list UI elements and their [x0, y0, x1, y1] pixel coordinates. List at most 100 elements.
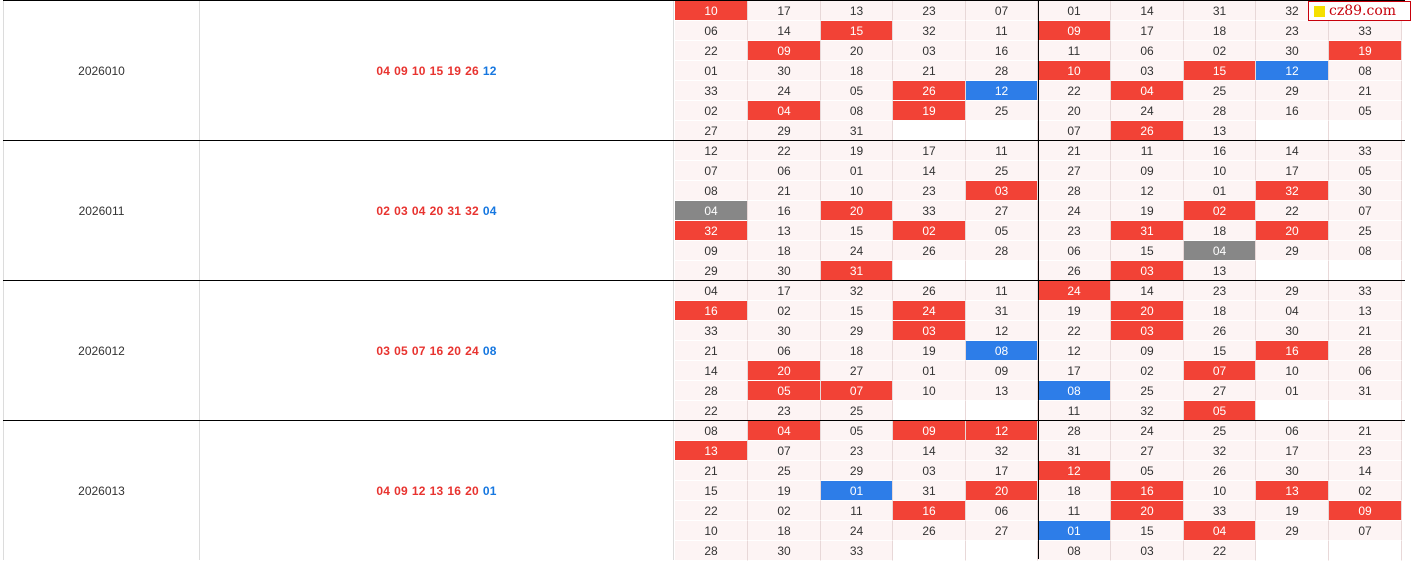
number-cell: 09 [675, 241, 748, 261]
number-cell: 31 [1329, 381, 1402, 401]
number-cell: 28 [1038, 181, 1111, 201]
number-cell: 15 [675, 481, 748, 501]
hit-red-cell: 15 [821, 21, 893, 41]
number-cell: 08 [1329, 61, 1402, 81]
hit-red-cell: 26 [893, 81, 966, 101]
number-cell: 10 [675, 521, 748, 541]
number-cell: 21 [1329, 421, 1402, 441]
hit-red-cell: 32 [675, 221, 748, 241]
hit-red-cell: 31 [821, 261, 893, 281]
hit-red-cell: 12 [966, 421, 1038, 441]
number-cell: 23 [1038, 221, 1111, 241]
number-cell: 14 [1256, 141, 1329, 161]
number-cell: 27 [821, 361, 893, 381]
number-cell: 25 [966, 161, 1038, 181]
number-cell: 02 [1184, 41, 1256, 61]
number-cell: 19 [1256, 501, 1329, 521]
number-cell: 22 [1038, 321, 1111, 341]
number-cell: 04 [1256, 301, 1329, 321]
number-cell: 18 [1184, 221, 1256, 241]
number-cell: 18 [748, 521, 821, 541]
number-cell: 32 [1184, 441, 1256, 461]
number-cell: 29 [1256, 521, 1329, 541]
hit-red-cell: 04 [748, 101, 821, 121]
number-cell: 07 [1329, 521, 1402, 541]
number-cell: 10 [821, 181, 893, 201]
number-cell: 13 [1184, 261, 1256, 281]
number-cell: 06 [1329, 361, 1402, 381]
red-ball-number: 24 [465, 343, 479, 358]
number-cell: 19 [1038, 301, 1111, 321]
hit-red-cell: 03 [1111, 321, 1184, 341]
number-cell: 23 [748, 401, 821, 421]
number-cell: 21 [1038, 141, 1111, 161]
red-ball-number: 04 [376, 483, 391, 498]
red-ball-number: 04 [376, 63, 391, 78]
number-cell [893, 401, 966, 421]
number-cell: 14 [675, 361, 748, 381]
number-cell: 17 [748, 281, 821, 301]
blue-ball-number: 08 [482, 343, 497, 358]
draw-numbers: 03 05 07 16 20 24 08 [200, 281, 674, 420]
site-watermark: cz89.com [1308, 1, 1411, 21]
number-cell: 31 [821, 121, 893, 141]
number-cell: 01 [1256, 381, 1329, 401]
number-cell: 03 [1111, 61, 1184, 81]
red-ball-number: 16 [447, 483, 462, 498]
number-cell: 08 [675, 421, 748, 441]
hit-blue-cell: 08 [966, 341, 1038, 361]
number-cell: 13 [748, 221, 821, 241]
number-cell: 02 [748, 301, 821, 321]
number-cell: 21 [1329, 321, 1402, 341]
number-cell: 20 [1038, 101, 1111, 121]
number-cell: 23 [1329, 441, 1402, 461]
number-cell: 24 [821, 241, 893, 261]
number-cell [1329, 401, 1402, 421]
number-cell: 29 [748, 121, 821, 141]
number-cell: 28 [1038, 421, 1111, 441]
number-cell: 05 [1329, 161, 1402, 181]
number-cell: 24 [1038, 201, 1111, 221]
red-ball-number: 20 [429, 203, 444, 218]
number-cell: 22 [675, 501, 748, 521]
red-ball-number: 20 [465, 483, 479, 498]
hit-blue-cell: 08 [1038, 381, 1111, 401]
number-cell: 32 [1111, 401, 1184, 421]
number-cell: 11 [1111, 141, 1184, 161]
number-cell: 24 [748, 81, 821, 101]
number-cell: 30 [1256, 321, 1329, 341]
number-cell: 24 [821, 521, 893, 541]
number-cell: 29 [821, 461, 893, 481]
number-cell: 08 [821, 101, 893, 121]
number-cell: 18 [1038, 481, 1111, 501]
number-cell: 14 [1329, 461, 1402, 481]
number-cell: 25 [966, 101, 1038, 121]
number-cell: 18 [748, 241, 821, 261]
hit-red-cell: 16 [675, 301, 748, 321]
number-cell: 09 [1111, 161, 1184, 181]
hit-red-cell: 16 [893, 501, 966, 521]
number-cell: 10 [1184, 161, 1256, 181]
number-cell: 27 [675, 121, 748, 141]
number-cell: 21 [675, 341, 748, 361]
red-ball-number: 03 [394, 203, 408, 218]
number-cell: 32 [821, 281, 893, 301]
number-cell: 32 [893, 21, 966, 41]
number-cell: 03 [893, 41, 966, 61]
number-cell: 25 [821, 401, 893, 421]
number-cell: 02 [675, 101, 748, 121]
draw-row: 2026013 04 09 12 13 16 20 01 [3, 420, 1405, 560]
hit-red-cell: 10 [675, 1, 748, 21]
hit-red-cell: 03 [966, 181, 1038, 201]
draw-numbers: 02 03 04 20 31 32 04 [200, 141, 674, 280]
red-ball-number: 31 [447, 203, 462, 218]
number-cell: 18 [821, 61, 893, 81]
red-ball-number: 12 [411, 483, 426, 498]
hit-red-cell: 07 [1184, 361, 1256, 381]
number-cell: 17 [1256, 161, 1329, 181]
number-cell: 33 [675, 321, 748, 341]
number-cell: 33 [821, 541, 893, 561]
number-cell: 06 [675, 21, 748, 41]
number-cell: 06 [748, 161, 821, 181]
number-cell: 31 [893, 481, 966, 501]
